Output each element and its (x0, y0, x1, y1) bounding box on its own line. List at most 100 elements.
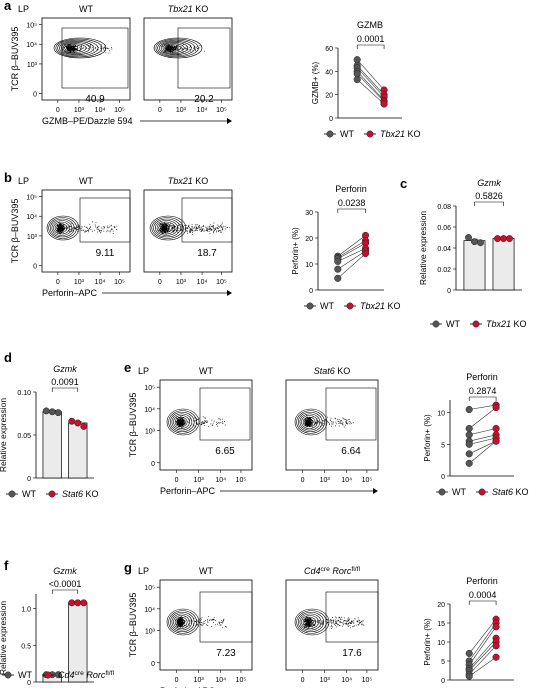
flow-event-dot (173, 48, 175, 50)
flow-event-dot (311, 623, 313, 624)
flow-event-dot (101, 227, 102, 229)
flow-event-dot (222, 228, 224, 230)
flow-event-dot (77, 229, 79, 231)
flow-event-dot (349, 621, 351, 623)
flow-contour (166, 408, 200, 436)
flow-event-dot (338, 620, 339, 622)
flow-event-dot (178, 619, 179, 621)
data-point-wt (465, 431, 473, 439)
flow-event-dot (312, 422, 314, 423)
x-tick-label: 10⁴ (95, 107, 106, 114)
flow-event-dot (103, 230, 105, 232)
flow-event-dot (177, 47, 179, 49)
flow-event-dot (177, 622, 179, 624)
flow-event-dot (343, 621, 345, 623)
flow-event-dot (179, 420, 181, 422)
flow-event-dot (59, 224, 61, 225)
flow-event-dot (347, 618, 349, 620)
flow-event-dot (308, 619, 310, 621)
flow-event-dot (189, 230, 190, 232)
flow-event-dot (217, 224, 219, 226)
flow-contour (171, 413, 193, 431)
x-tick-label: 0 (301, 477, 305, 484)
flow-event-dot (70, 52, 72, 54)
y-tick-label: 10 (437, 411, 445, 418)
flow-event-dot (318, 422, 320, 424)
flow-event-dot (179, 617, 181, 619)
flow-event-dot (310, 419, 312, 420)
flow-event-dot (182, 623, 184, 625)
flow-event-dot (311, 419, 312, 421)
flow-event-dot (342, 421, 344, 423)
flow-event-dot (89, 45, 91, 46)
flow-event-dot (212, 226, 214, 228)
flow-event-dot (191, 230, 193, 232)
flow-event-dot (192, 232, 193, 233)
flow-event-dot (220, 624, 222, 626)
chart-title: Gzmk (53, 566, 77, 576)
flow-contour (46, 215, 80, 241)
data-point-ko (361, 250, 370, 258)
flow-event-dot (182, 49, 184, 50)
flow-event-dot (321, 622, 323, 624)
flow-event-dot (169, 47, 171, 49)
flow-event-dot (100, 46, 102, 48)
flow-event-dot (189, 231, 191, 233)
flow-event-dot (103, 47, 105, 48)
flow-event-dot (184, 420, 186, 422)
x-tick-label: 10³ (194, 677, 205, 684)
flow-event-dot (327, 416, 329, 418)
flow-event-dot (309, 422, 311, 424)
gate-percentage: 20.2 (194, 94, 214, 105)
flow-event-dot (169, 223, 171, 224)
flow-event-dot (339, 423, 341, 425)
flow-event-dot (346, 421, 347, 423)
flow-event-dot (306, 622, 308, 623)
flow-event-dot (322, 621, 324, 623)
flow-event-dot (331, 425, 332, 427)
flow-event-dot (73, 46, 74, 48)
pair-line (468, 641, 497, 671)
flow-event-dot (103, 50, 105, 51)
y-tick-label: 20 (437, 602, 445, 609)
flow-event-dot (176, 45, 177, 47)
flow-event-dot (111, 47, 112, 49)
flow-event-dot (319, 626, 321, 628)
flow-event-dot (332, 423, 334, 425)
flow-event-dot (345, 419, 347, 420)
flow-contour (174, 616, 188, 628)
flow-event-dot (182, 420, 184, 422)
flow-event-dot (336, 623, 337, 625)
flow-event-dot (96, 49, 98, 50)
flow-event-dot (169, 46, 170, 47)
flow-event-dot (196, 47, 197, 49)
x-tick-label: 10³ (74, 279, 85, 286)
x-axis-label: Perforin–APC (160, 686, 216, 688)
flow-event-dot (339, 621, 341, 623)
flow-event-dot (335, 425, 336, 427)
flow-event-dot (83, 231, 85, 233)
flow-event-dot (314, 422, 316, 424)
flow-event-dot (176, 420, 177, 422)
flow-event-dot (208, 228, 210, 230)
flow-event-dot (335, 421, 337, 423)
flow-event-dot (179, 425, 181, 427)
legend-label-ko: Tbx21 KO (360, 301, 401, 311)
flow-event-dot (181, 419, 183, 420)
flow-event-dot (204, 421, 206, 423)
flow-event-dot (196, 227, 198, 229)
flow-event-dot (112, 230, 114, 232)
flow-event-dot (306, 421, 308, 422)
flow-event-dot (180, 618, 181, 620)
flow-event-dot (166, 228, 168, 230)
flow-event-dot (223, 620, 225, 622)
flow-event-dot (66, 46, 67, 48)
flow-event-dot (310, 422, 312, 424)
flow-event-dot (346, 419, 348, 421)
flow-event-dot (207, 619, 208, 621)
flow-event-dot (216, 421, 217, 423)
flow-event-dot (177, 225, 179, 227)
flow-event-dot (177, 231, 179, 233)
flow-event-dot (167, 226, 169, 228)
x-tick-label: 10⁴ (341, 677, 352, 684)
